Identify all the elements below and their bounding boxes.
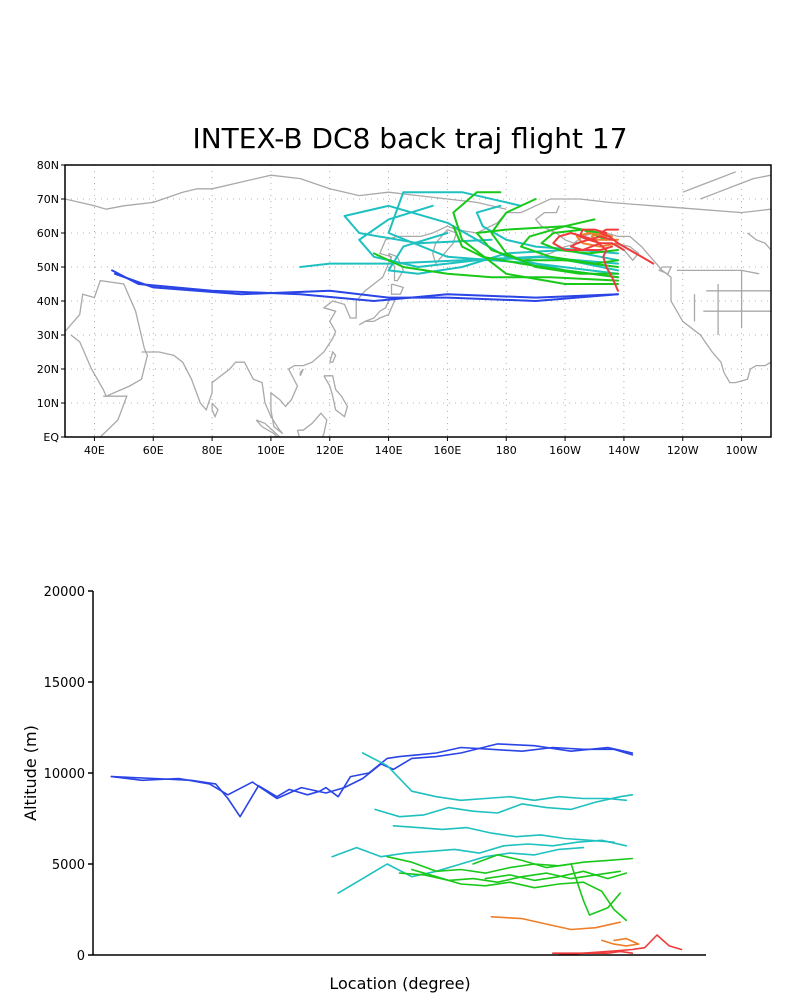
map-y-tick-label: 70N <box>37 193 59 206</box>
map-trajectory-2 <box>343 204 619 279</box>
map-x-tick-label: 100E <box>257 444 285 457</box>
coastline <box>682 171 736 193</box>
altitude-y-tick-label: 10000 <box>44 767 85 782</box>
altitude-trajectory-12 <box>490 916 621 931</box>
altitude-trajectory-1 <box>110 743 634 800</box>
altitude-trajectory-3 <box>374 794 634 818</box>
altitude-trajectory-10 <box>472 854 621 916</box>
map-trajectory-0 <box>114 272 619 302</box>
map-y-tick-label: 30N <box>37 329 59 342</box>
map-x-tick-label: 140W <box>608 444 640 457</box>
coastline <box>329 350 337 363</box>
map-y-tick-label: 10N <box>37 397 59 410</box>
map-trajectory-10 <box>452 225 619 279</box>
map-x-tick-label: 40E <box>84 444 105 457</box>
altitude-trajectory-2 <box>361 752 628 802</box>
altitude-trajectories <box>110 743 683 956</box>
altitude-panel: 0 5000 10000 15000 20000 Altitude (m) Locati… <box>21 585 706 993</box>
map-trajectory-18 <box>578 228 625 251</box>
coastline <box>99 395 128 437</box>
coastline <box>323 375 349 418</box>
map-trajectory-11 <box>490 198 619 275</box>
map-y-tick-label: 20N <box>37 363 59 376</box>
coastline <box>700 174 771 200</box>
coastline <box>747 232 771 251</box>
map-frame <box>64 164 772 438</box>
coastline <box>141 198 771 435</box>
coastline <box>65 279 149 398</box>
altitude-trajectory-8 <box>398 870 621 883</box>
chart-title: INTEX-B DC8 back traj flight 17 <box>192 122 627 155</box>
altitude-y-tick-label: 20000 <box>44 585 85 600</box>
altitude-y-tick-label: 5000 <box>52 858 85 873</box>
map-trajectory-15 <box>575 232 619 248</box>
coastline <box>299 368 304 377</box>
map-x-tick-label: 120E <box>316 444 344 457</box>
map-y-tick-label: 40N <box>37 295 59 308</box>
map-trajectory-12 <box>475 218 619 268</box>
map-x-tick-labels: 40E 60E 80E 100E 120E 140E 160E 180 160W 140W 120W… <box>84 444 758 457</box>
map-x-tick-label: 80E <box>202 444 223 457</box>
map-x-tick-label: 160W <box>549 444 581 457</box>
map-y-tick-label: 50N <box>37 261 59 274</box>
altitude-trajectory-13 <box>601 937 640 947</box>
map-y-tick-label: 80N <box>37 159 59 172</box>
altitude-trajectory-9 <box>411 868 628 922</box>
map-trajectory-1 <box>111 269 619 302</box>
map-x-tick-label: 180 <box>496 444 517 457</box>
map-x-tick-label: 120W <box>667 444 699 457</box>
map-y-tick-label: EQ <box>43 431 59 444</box>
altitude-trajectory-4 <box>392 825 615 843</box>
map-trajectory-20 <box>599 228 655 265</box>
coastline <box>614 242 640 262</box>
map-x-tick-label: 160E <box>433 444 461 457</box>
map-trajectory-6 <box>387 232 619 275</box>
map-trajectory-19 <box>570 235 614 251</box>
altitude-xlabel: Location (degree) <box>329 974 470 993</box>
altitude-trajectory-11 <box>484 870 628 882</box>
map-x-tick-label: 140E <box>375 444 403 457</box>
map-trajectory-8 <box>452 191 619 285</box>
altitude-trajectory-6 <box>337 846 585 894</box>
map-y-tick-labels: EQ 10N 20N 30N 40N 50N 60N 70N 80N <box>37 159 60 444</box>
map-trajectories <box>111 191 655 302</box>
altitude-trajectory-0 <box>110 746 634 818</box>
altitude-y-tick-labels: 0 5000 10000 15000 20000 <box>44 585 93 964</box>
altitude-ylabel: Altitude (m) <box>21 725 40 821</box>
coastline <box>390 283 405 295</box>
coastline <box>65 174 507 210</box>
coastline <box>211 402 219 419</box>
coastline <box>658 266 672 275</box>
map-trajectory-3 <box>387 191 619 275</box>
coastline <box>296 412 328 437</box>
altitude-trajectory-5 <box>331 839 628 858</box>
altitude-trajectory-15 <box>558 950 634 956</box>
map-trajectory-9 <box>372 252 619 282</box>
map-trajectory-17 <box>552 232 619 292</box>
map-panel: 40E 60E 80E 100E 120E 140E 160E 180 160W 140W 120W… <box>37 159 772 457</box>
coastline <box>676 269 760 275</box>
map-trajectory-5 <box>299 255 619 268</box>
altitude-y-tick-label: 0 <box>77 949 85 964</box>
coastline <box>255 419 281 437</box>
map-trajectory-13 <box>520 225 619 265</box>
coastline-layer <box>65 171 771 437</box>
map-y-tick-label: 60N <box>37 227 59 240</box>
altitude-y-tick-label: 15000 <box>44 676 85 691</box>
map-x-tick-label: 60E <box>143 444 164 457</box>
map-x-tick-label: 100W <box>726 444 758 457</box>
altitude-trajectory-7 <box>386 855 634 874</box>
